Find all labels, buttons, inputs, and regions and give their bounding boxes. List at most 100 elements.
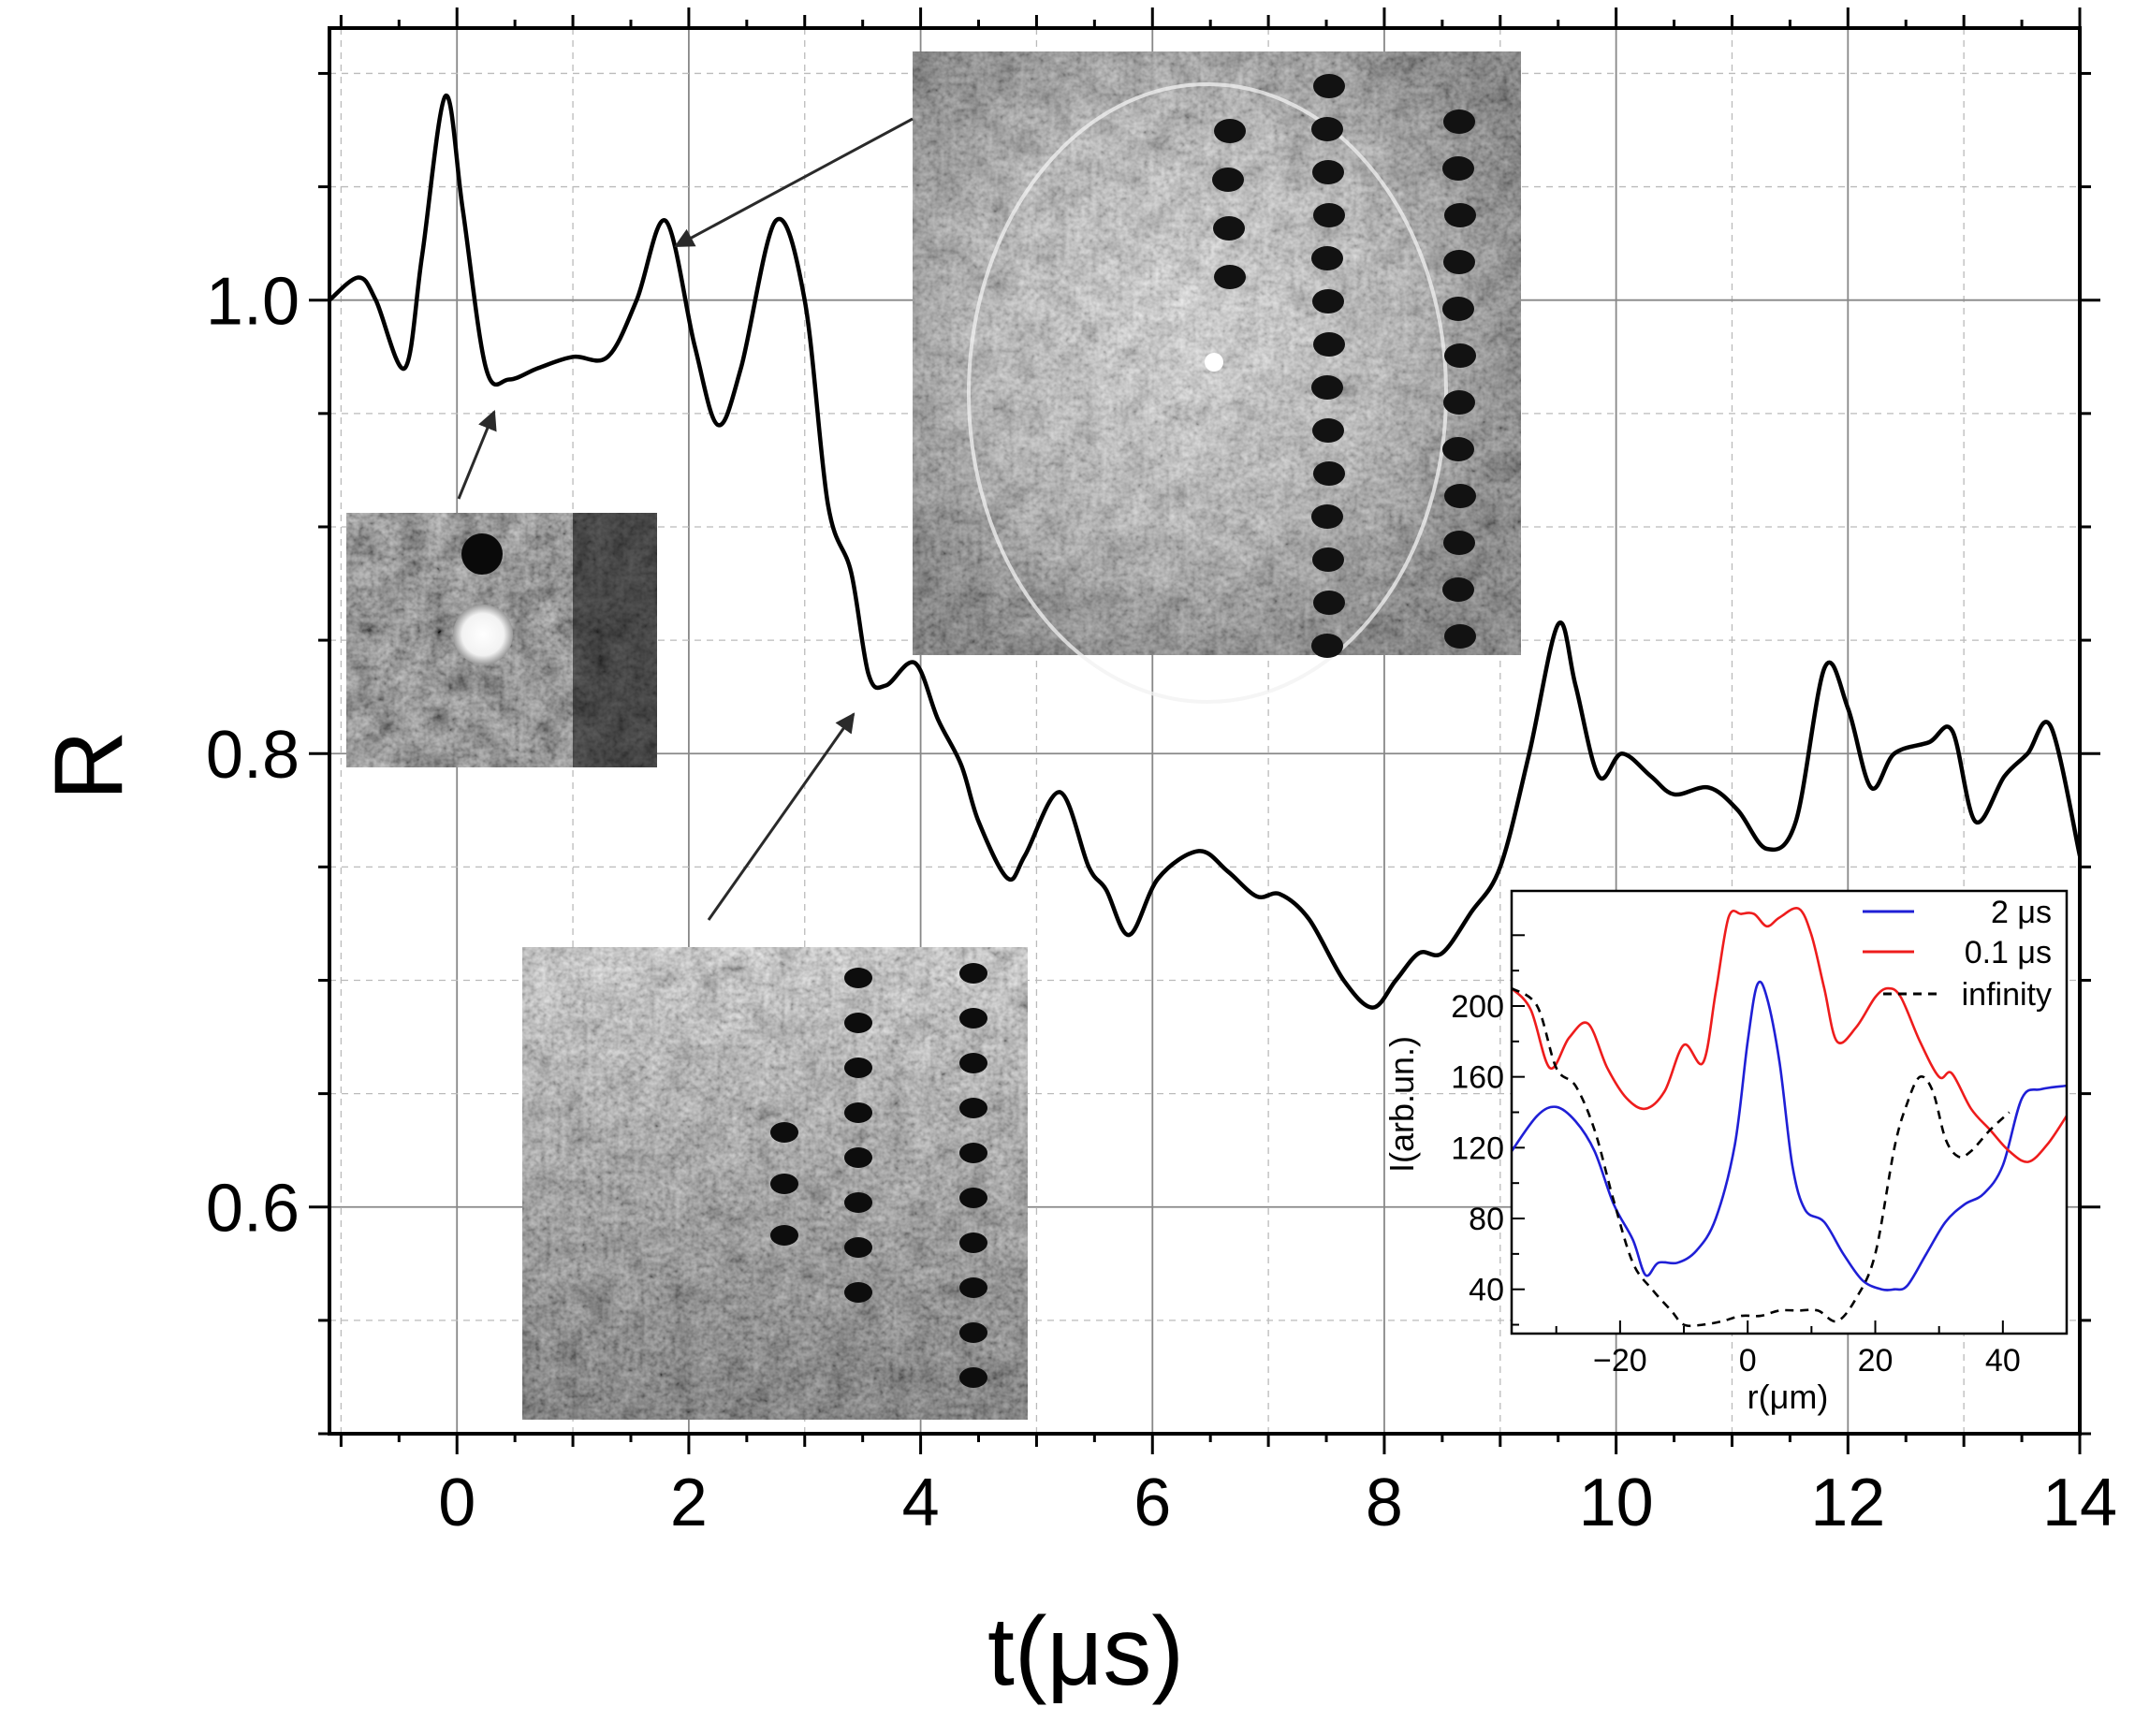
inset-y-tick-label: 200 bbox=[1451, 989, 1504, 1025]
photo-dot bbox=[1442, 437, 1474, 461]
main-x-tick-label: 0 bbox=[438, 1466, 475, 1540]
legend-label-2us: 2 μs bbox=[1991, 895, 2052, 930]
inset-series-line-0-1us bbox=[1512, 906, 2067, 1163]
photo-dot bbox=[1443, 531, 1475, 555]
inset-series-line-2us bbox=[1512, 980, 2067, 1291]
inset-legend: 2 μs 0.1 μs infinity bbox=[1863, 895, 2052, 1013]
main-x-tick-labels: 0 2 4 6 8 10 12 14 bbox=[438, 1466, 2117, 1540]
photo-dot bbox=[770, 1122, 798, 1143]
photo-dot bbox=[1214, 265, 1246, 289]
photo-dot bbox=[1312, 547, 1344, 572]
main-x-tick-label: 10 bbox=[1579, 1466, 1654, 1540]
main-y-tick-labels: 0.6 0.8 1.0 bbox=[206, 265, 300, 1247]
main-plot-frame bbox=[328, 26, 2082, 1436]
main-y-tick-label: 0.8 bbox=[206, 718, 300, 793]
photo-dot bbox=[1442, 156, 1474, 181]
photo-dot bbox=[959, 1322, 987, 1343]
photo-dot bbox=[1442, 577, 1474, 602]
series-line-r-of-t bbox=[329, 94, 2080, 1010]
photo-dot bbox=[1311, 634, 1343, 658]
photo-dot bbox=[844, 1013, 872, 1033]
photo-dot bbox=[1311, 504, 1343, 529]
photo-dot bbox=[959, 1188, 987, 1208]
main-x-tick-label: 6 bbox=[1133, 1466, 1171, 1540]
photo-dot bbox=[1444, 484, 1476, 508]
photo-dot bbox=[1311, 246, 1343, 270]
photo-dot bbox=[1312, 160, 1344, 184]
inset-x-tick-label: 0 bbox=[1739, 1343, 1757, 1379]
photo-dot bbox=[1312, 418, 1344, 443]
inset-series-line-infinity bbox=[1512, 986, 2011, 1328]
photo-dot bbox=[844, 1192, 872, 1213]
photo-dot bbox=[959, 963, 987, 984]
main-x-tick-label: 2 bbox=[670, 1466, 708, 1540]
photo-dot bbox=[770, 1174, 798, 1194]
inset-x-tick-label: 40 bbox=[1985, 1343, 2021, 1379]
photo-dot bbox=[1213, 216, 1245, 241]
photo-dot bbox=[1443, 250, 1475, 274]
photo-dot bbox=[1312, 289, 1344, 314]
photo-dot bbox=[1443, 109, 1475, 134]
main-y-tick-label: 0.6 bbox=[206, 1172, 300, 1247]
photo-dot bbox=[1313, 332, 1345, 357]
photo-dot bbox=[1212, 168, 1244, 192]
main-x-tick-label: 4 bbox=[902, 1466, 940, 1540]
photo-dot bbox=[959, 1367, 987, 1388]
photo-dot bbox=[959, 1053, 987, 1073]
photo-dot bbox=[959, 1098, 987, 1118]
main-x-tick-label: 14 bbox=[2042, 1466, 2117, 1540]
annotation-arrows bbox=[457, 117, 914, 921]
photo-dot bbox=[1444, 343, 1476, 368]
arrow-to-dip bbox=[457, 410, 497, 500]
inset-x-tick-label: 20 bbox=[1858, 1343, 1894, 1379]
main-x-tick-label: 12 bbox=[1810, 1466, 1885, 1540]
photo-dot bbox=[959, 1233, 987, 1253]
inset-y-tick-label: 80 bbox=[1469, 1202, 1504, 1237]
photo-dot bbox=[1313, 203, 1345, 227]
inset-ticks bbox=[1512, 934, 2068, 1334]
photo-dot bbox=[1313, 461, 1345, 486]
photo-dot bbox=[1311, 375, 1343, 400]
inset-x-tick-label: −20 bbox=[1593, 1343, 1647, 1379]
arrow-to-shoulder bbox=[707, 712, 855, 921]
main-x-axis-label: t(μs) bbox=[987, 1597, 1184, 1706]
inset-x-axis-label: r(μm) bbox=[1747, 1378, 1829, 1416]
photo-dot bbox=[844, 1282, 872, 1303]
main-x-tick-label: 8 bbox=[1366, 1466, 1403, 1540]
photo-dot bbox=[770, 1225, 798, 1246]
photo-dot bbox=[844, 1058, 872, 1078]
inset-y-axis-label: I(arb.un.) bbox=[1382, 1036, 1421, 1173]
inset-y-tick-label: 160 bbox=[1451, 1060, 1504, 1096]
inset-y-tick-label: 120 bbox=[1451, 1131, 1504, 1166]
photo-dot bbox=[844, 1102, 872, 1123]
photo-dot bbox=[1214, 119, 1246, 143]
photo-dot bbox=[1443, 390, 1475, 415]
inset-y-tick-label: 40 bbox=[1469, 1273, 1504, 1308]
photo-dot bbox=[844, 968, 872, 988]
photo-dot bbox=[1444, 624, 1476, 649]
photo-large-ring-dots bbox=[913, 51, 1521, 704]
photo-dot bbox=[1313, 591, 1345, 615]
inset-x-tick-labels: −20 0 20 40 bbox=[1593, 1343, 2021, 1379]
photo-dot bbox=[844, 1147, 872, 1168]
legend-label-infinity: infinity bbox=[1962, 977, 2052, 1013]
main-y-axis-label: R bbox=[35, 730, 143, 800]
photo-dot bbox=[959, 1143, 987, 1163]
photo-dot bbox=[959, 1008, 987, 1028]
main-y-tick-label: 1.0 bbox=[206, 265, 300, 340]
photo-dot bbox=[1311, 117, 1343, 141]
inset-series bbox=[1512, 906, 2067, 1328]
inset-plot-frame bbox=[1510, 889, 2069, 1335]
photo-lower-dots bbox=[522, 947, 1028, 1420]
photo-dot bbox=[844, 1237, 872, 1258]
photo-dot bbox=[1442, 297, 1474, 321]
photo-small-bright-spot bbox=[346, 513, 657, 767]
legend-label-0-1us: 0.1 μs bbox=[1965, 935, 2052, 970]
photo-dot bbox=[1313, 74, 1345, 98]
arrow-to-peak bbox=[674, 117, 914, 248]
inset-y-tick-labels: 40 80 120 160 200 bbox=[1451, 989, 1504, 1308]
photo-dot bbox=[1444, 203, 1476, 227]
photo-dot bbox=[959, 1277, 987, 1298]
